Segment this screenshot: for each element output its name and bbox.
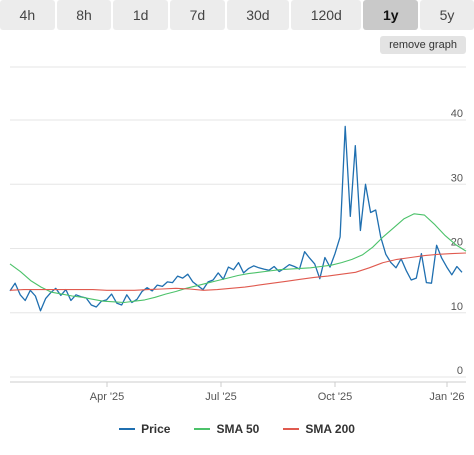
y-tick-label-4: 40 <box>451 108 463 120</box>
legend-label-price: Price <box>141 422 171 436</box>
tab-5y[interactable]: 5y <box>420 0 474 30</box>
time-range-tabs: 4h 8h 1d 7d 30d 120d 1y 5y <box>0 0 474 30</box>
chart-legend: Price SMA 50 SMA 200 <box>0 420 474 438</box>
y-tick-label-2: 20 <box>451 237 463 249</box>
series-line-sma-50 <box>9 213 467 304</box>
x-tick-label-3: Jan '26 <box>429 391 464 403</box>
tab-30d[interactable]: 30d <box>226 0 290 30</box>
series-line-price <box>9 125 463 312</box>
tab-7d[interactable]: 7d <box>170 0 225 30</box>
tab-8h[interactable]: 8h <box>56 0 112 30</box>
legend-item-price[interactable]: Price <box>119 420 170 438</box>
legend-item-sma50[interactable]: SMA 50 <box>194 420 259 438</box>
legend-label-sma50: SMA 50 <box>216 422 260 436</box>
tab-1d[interactable]: 1d <box>113 0 169 30</box>
series-line-sma-200 <box>9 252 467 291</box>
x-tick-label-0: Apr '25 <box>90 391 125 403</box>
y-tick-label-0: 0 <box>457 365 463 377</box>
y-tick-label-3: 30 <box>451 172 463 184</box>
x-tick-label-2: Oct '25 <box>318 391 353 403</box>
x-tick-label-1: Jul '25 <box>205 391 236 403</box>
legend-label-sma200: SMA 200 <box>305 422 355 436</box>
tab-1y[interactable]: 1y <box>363 0 419 30</box>
legend-item-sma200[interactable]: SMA 200 <box>283 420 355 438</box>
tab-4h[interactable]: 4h <box>0 0 55 30</box>
legend-swatch-sma200 <box>283 428 300 430</box>
legend-swatch-sma50 <box>194 428 211 430</box>
y-tick-label-1: 10 <box>451 301 463 313</box>
tab-120d[interactable]: 120d <box>291 0 362 30</box>
remove-graph-button[interactable]: remove graph <box>380 36 466 54</box>
legend-swatch-price <box>119 428 136 430</box>
price-chart: 0 10 20 30 40 Apr '25 Jul '25 Oct '25 Jan '26 <box>9 66 467 403</box>
